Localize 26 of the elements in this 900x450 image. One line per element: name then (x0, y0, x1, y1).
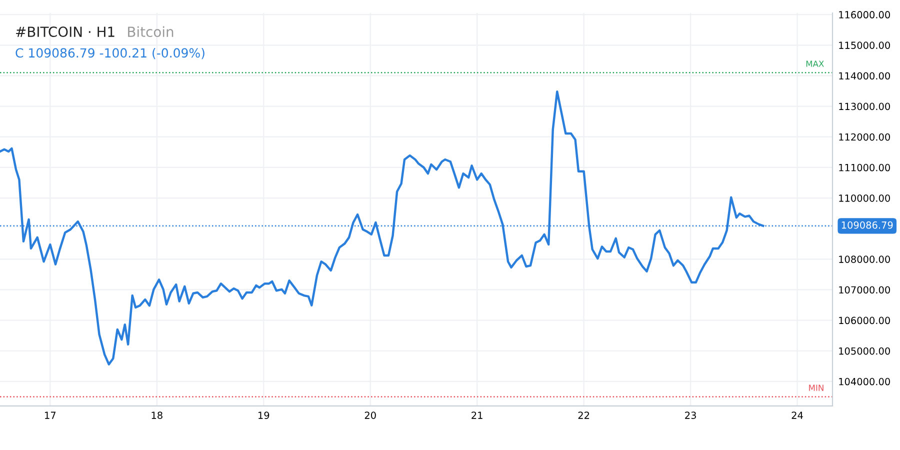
x-tick-label: 22 (578, 412, 590, 419)
ref-line-label: 109086.79 (842, 221, 893, 229)
x-tick-label: 20 (364, 412, 376, 419)
ref-line-label: MIN (809, 384, 824, 391)
x-tick-label: 21 (472, 412, 482, 419)
y-tick-label: 107000.00 (839, 286, 890, 294)
y-tick-label: 104000.00 (839, 378, 890, 386)
x-tick-label: 18 (152, 412, 162, 419)
y-tick-label: 114000.00 (839, 72, 890, 80)
y-tick-label: 115000.00 (839, 42, 890, 49)
y-tick-label: 110000.00 (839, 194, 890, 202)
x-tick-label: 19 (258, 412, 270, 419)
x-tick-label: 24 (792, 412, 803, 419)
text: Bitcoin (128, 26, 174, 38)
y-tick-label: 111000.00 (839, 164, 890, 172)
y-tick-label: 108000.00 (839, 256, 890, 263)
x-tick-label: 17 (45, 412, 56, 419)
x-tick-label: 23 (685, 412, 696, 419)
ref-line-label: MAX (806, 60, 824, 67)
y-tick-label: 116000.00 (839, 11, 890, 18)
y-tick-label: 113000.00 (839, 102, 890, 110)
annotation: C 109086.79 -100.21 (-0.09%) (16, 48, 204, 60)
y-tick-label: 112000.00 (839, 133, 890, 141)
text: #BITCOIN · H1 (16, 26, 114, 38)
y-tick-label: 106000.00 (839, 316, 890, 324)
y-tick-label: 105000.00 (839, 347, 890, 355)
